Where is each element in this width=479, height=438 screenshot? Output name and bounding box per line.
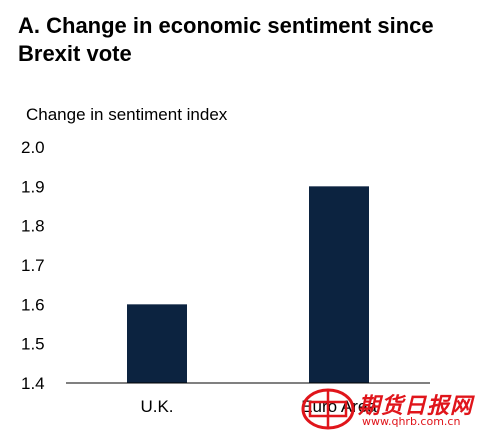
y-tick-labels: 2.0 1.9 1.8 1.7 1.6 1.5 1.4 [21,138,45,393]
watermark-url: www.qhrb.com.cn [362,415,461,428]
bars [127,186,369,383]
y-tick-label: 2.0 [21,138,45,157]
bar-euro-area [309,186,369,383]
watermark-logo: 期货日报网 www.qhrb.com.cn [300,384,476,434]
y-tick-label: 1.7 [21,256,45,275]
y-axis-label: Change in sentiment index [26,105,228,124]
y-tick-label: 1.4 [21,374,45,393]
bar-u-k [127,304,187,383]
y-tick-label: 1.6 [21,295,45,314]
chart-title: A. Change in economic sentiment since Br… [18,13,434,66]
y-tick-label: 1.5 [21,335,45,354]
y-tick-label: 1.8 [21,217,45,236]
y-tick-label: 1.9 [21,177,45,196]
watermark-text: 期货日报网 [358,394,474,419]
x-category-label: U.K. [140,397,173,416]
watermark-emblem [301,388,355,430]
